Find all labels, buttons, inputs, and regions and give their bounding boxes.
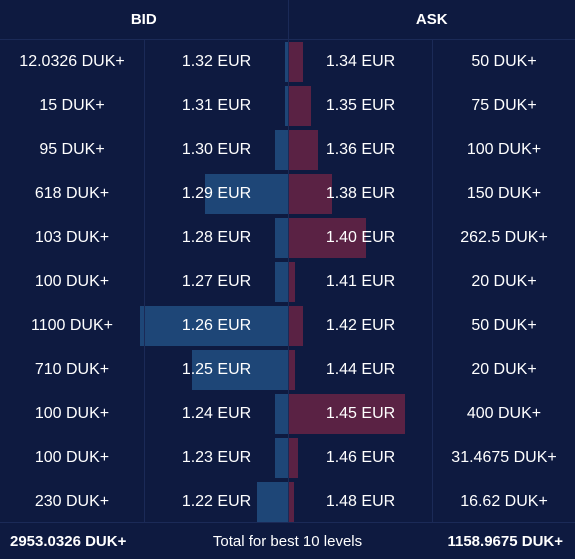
column-divider — [432, 40, 433, 522]
bid-size: 95 DUK+ — [0, 128, 144, 172]
bid-size: 103 DUK+ — [0, 216, 144, 260]
bid-price: 1.29 EUR — [145, 172, 288, 216]
bid-size: 618 DUK+ — [0, 172, 144, 216]
center-divider — [288, 40, 289, 522]
bid-price: 1.27 EUR — [145, 260, 288, 304]
bid-size: 100 DUK+ — [0, 436, 144, 480]
ask-size: 20 DUK+ — [433, 348, 575, 392]
bid-price: 1.25 EUR — [145, 348, 288, 392]
bid-price: 1.24 EUR — [145, 392, 288, 436]
order-book-header: BID ASK — [0, 0, 575, 40]
ask-price: 1.38 EUR — [289, 172, 432, 216]
bid-price: 1.30 EUR — [145, 128, 288, 172]
bid-price: 1.32 EUR — [145, 40, 288, 84]
bid-size: 15 DUK+ — [0, 84, 144, 128]
bid-price: 1.22 EUR — [145, 480, 288, 524]
bid-size: 100 DUK+ — [0, 392, 144, 436]
bid-price: 1.28 EUR — [145, 216, 288, 260]
ask-size: 100 DUK+ — [433, 128, 575, 172]
bid-column-header: BID — [0, 0, 288, 39]
ask-price: 1.45 EUR — [289, 392, 432, 436]
ask-price: 1.35 EUR — [289, 84, 432, 128]
ask-size: 400 DUK+ — [433, 392, 575, 436]
bid-total: 2953.0326 DUK+ — [10, 523, 126, 559]
column-divider — [144, 40, 145, 522]
bid-size: 230 DUK+ — [0, 480, 144, 524]
ask-price: 1.42 EUR — [289, 304, 432, 348]
bid-size: 1100 DUK+ — [0, 304, 144, 348]
order-book-footer: Total for best 10 levels 2953.0326 DUK+ … — [0, 522, 575, 558]
ask-price: 1.48 EUR — [289, 480, 432, 524]
ask-size: 31.4675 DUK+ — [433, 436, 575, 480]
bid-price: 1.31 EUR — [145, 84, 288, 128]
bid-price: 1.23 EUR — [145, 436, 288, 480]
ask-total: 1158.9675 DUK+ — [447, 523, 563, 559]
bid-size: 12.0326 DUK+ — [0, 40, 144, 84]
ask-price: 1.46 EUR — [289, 436, 432, 480]
ask-price: 1.40 EUR — [289, 216, 432, 260]
ask-size: 50 DUK+ — [433, 304, 575, 348]
bid-size: 710 DUK+ — [0, 348, 144, 392]
ask-column-header: ASK — [288, 0, 575, 39]
ask-size: 262.5 DUK+ — [433, 216, 575, 260]
ask-size: 16.62 DUK+ — [433, 480, 575, 524]
ask-size: 50 DUK+ — [433, 40, 575, 84]
ask-price: 1.44 EUR — [289, 348, 432, 392]
ask-price: 1.34 EUR — [289, 40, 432, 84]
ask-size: 20 DUK+ — [433, 260, 575, 304]
bid-size: 100 DUK+ — [0, 260, 144, 304]
ask-price: 1.41 EUR — [289, 260, 432, 304]
ask-price: 1.36 EUR — [289, 128, 432, 172]
bid-price: 1.26 EUR — [145, 304, 288, 348]
ask-size: 75 DUK+ — [433, 84, 575, 128]
ask-size: 150 DUK+ — [433, 172, 575, 216]
